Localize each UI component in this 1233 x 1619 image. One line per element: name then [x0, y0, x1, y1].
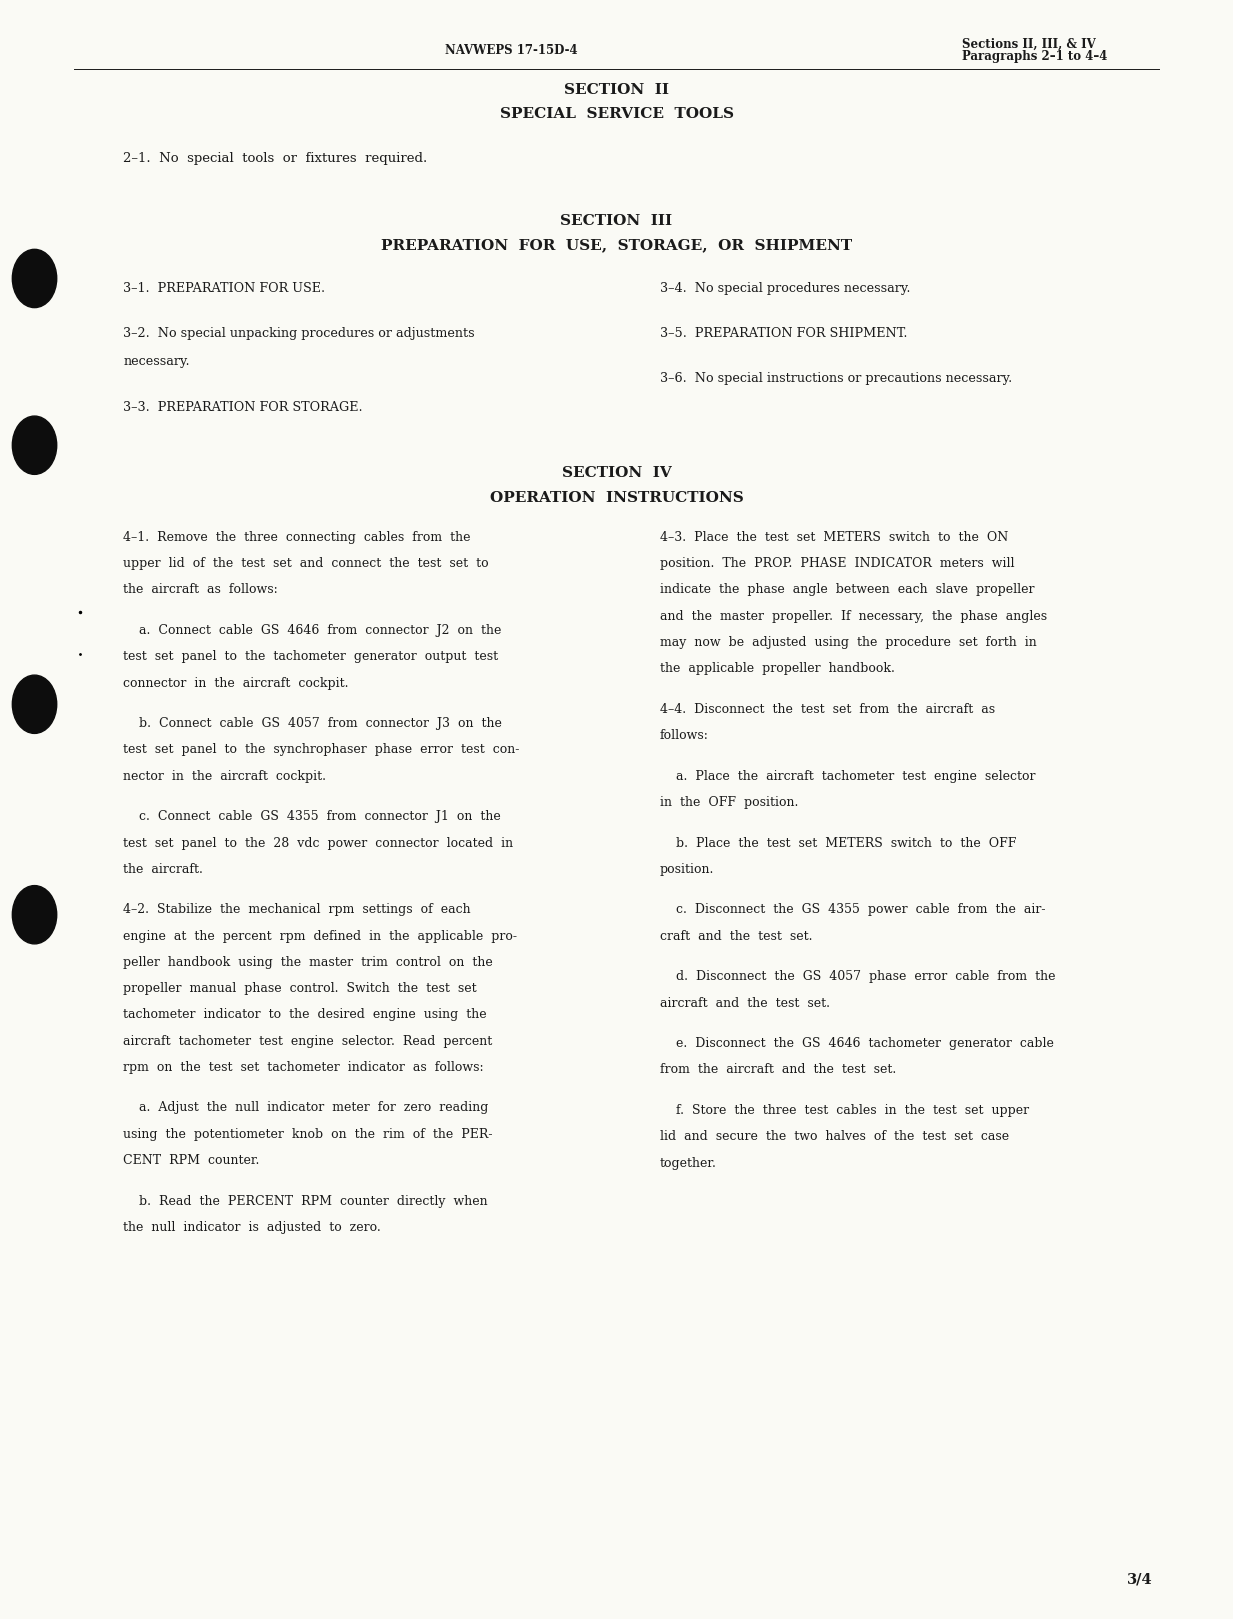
Text: position.: position.	[660, 863, 714, 876]
Circle shape	[12, 675, 57, 733]
Text: test  set  panel  to  the  synchrophaser  phase  error  test  con-: test set panel to the synchrophaser phas…	[123, 743, 519, 756]
Text: 3/4: 3/4	[1127, 1572, 1153, 1587]
Text: SECTION  II: SECTION II	[563, 83, 670, 97]
Text: from  the  aircraft  and  the  test  set.: from the aircraft and the test set.	[660, 1064, 896, 1077]
Text: 4–2.  Stabilize  the  mechanical  rpm  settings  of  each: 4–2. Stabilize the mechanical rpm settin…	[123, 903, 471, 916]
Text: using  the  potentiometer  knob  on  the  rim  of  the  PER-: using the potentiometer knob on the rim …	[123, 1128, 493, 1141]
Text: 3–1.  PREPARATION FOR USE.: 3–1. PREPARATION FOR USE.	[123, 282, 326, 295]
Text: propeller  manual  phase  control.  Switch  the  test  set: propeller manual phase control. Switch t…	[123, 983, 477, 996]
Text: and  the  master  propeller.  If  necessary,  the  phase  angles: and the master propeller. If necessary, …	[660, 610, 1047, 623]
Text: the  null  indicator  is  adjusted  to  zero.: the null indicator is adjusted to zero.	[123, 1221, 381, 1234]
Text: connector  in  the  aircraft  cockpit.: connector in the aircraft cockpit.	[123, 677, 349, 690]
Text: nector  in  the  aircraft  cockpit.: nector in the aircraft cockpit.	[123, 769, 327, 782]
Text: Paragraphs 2–1 to 4–4: Paragraphs 2–1 to 4–4	[962, 50, 1107, 63]
Text: e.  Disconnect  the  GS  4646  tachometer  generator  cable: e. Disconnect the GS 4646 tachometer gen…	[660, 1038, 1053, 1051]
Text: 3–2.  No special unpacking procedures or adjustments: 3–2. No special unpacking procedures or …	[123, 327, 475, 340]
Circle shape	[12, 886, 57, 944]
Text: in  the  OFF  position.: in the OFF position.	[660, 797, 798, 810]
Text: lid  and  secure  the  two  halves  of  the  test  set  case: lid and secure the two halves of the tes…	[660, 1130, 1009, 1143]
Text: 4–1.  Remove  the  three  connecting  cables  from  the: 4–1. Remove the three connecting cables …	[123, 531, 471, 544]
Text: the  aircraft  as  follows:: the aircraft as follows:	[123, 583, 279, 596]
Text: together.: together.	[660, 1156, 716, 1169]
Text: PREPARATION  FOR  USE,  STORAGE,  OR  SHIPMENT: PREPARATION FOR USE, STORAGE, OR SHIPMEN…	[381, 238, 852, 253]
Text: craft  and  the  test  set.: craft and the test set.	[660, 929, 813, 942]
Text: c.  Disconnect  the  GS  4355  power  cable  from  the  air-: c. Disconnect the GS 4355 power cable fr…	[660, 903, 1046, 916]
Text: test  set  panel  to  the  28  vdc  power  connector  located  in: test set panel to the 28 vdc power conne…	[123, 837, 513, 850]
Text: c.  Connect  cable  GS  4355  from  connector  J1  on  the: c. Connect cable GS 4355 from connector …	[123, 811, 501, 824]
Text: peller  handbook  using  the  master  trim  control  on  the: peller handbook using the master trim co…	[123, 955, 493, 968]
Text: necessary.: necessary.	[123, 355, 190, 369]
Text: 4–3.  Place  the  test  set  METERS  switch  to  the  ON: 4–3. Place the test set METERS switch to…	[660, 531, 1007, 544]
Text: b.  Read  the  PERCENT  RPM  counter  directly  when: b. Read the PERCENT RPM counter directly…	[123, 1195, 488, 1208]
Text: the  aircraft.: the aircraft.	[123, 863, 203, 876]
Text: aircraft  and  the  test  set.: aircraft and the test set.	[660, 997, 830, 1010]
Text: Sections II, III, & IV: Sections II, III, & IV	[962, 37, 1095, 50]
Circle shape	[12, 249, 57, 308]
Text: a.  Place  the  aircraft  tachometer  test  engine  selector: a. Place the aircraft tachometer test en…	[660, 769, 1036, 782]
Text: position.  The  PROP.  PHASE  INDICATOR  meters  will: position. The PROP. PHASE INDICATOR mete…	[660, 557, 1015, 570]
Text: 4–4.  Disconnect  the  test  set  from  the  aircraft  as: 4–4. Disconnect the test set from the ai…	[660, 703, 995, 716]
Text: b.  Place  the  test  set  METERS  switch  to  the  OFF: b. Place the test set METERS switch to t…	[660, 837, 1016, 850]
Text: aircraft  tachometer  test  engine  selector.  Read  percent: aircraft tachometer test engine selector…	[123, 1035, 492, 1047]
Text: a.  Connect  cable  GS  4646  from  connector  J2  on  the: a. Connect cable GS 4646 from connector …	[123, 625, 502, 638]
Text: rpm  on  the  test  set  tachometer  indicator  as  follows:: rpm on the test set tachometer indicator…	[123, 1060, 483, 1073]
Text: 2–1.  No  special  tools  or  fixtures  required.: 2–1. No special tools or fixtures requir…	[123, 152, 428, 165]
Text: b.  Connect  cable  GS  4057  from  connector  J3  on  the: b. Connect cable GS 4057 from connector …	[123, 717, 502, 730]
Text: test  set  panel  to  the  tachometer  generator  output  test: test set panel to the tachometer generat…	[123, 651, 498, 664]
Text: d.  Disconnect  the  GS  4057  phase  error  cable  from  the: d. Disconnect the GS 4057 phase error ca…	[660, 970, 1055, 983]
Text: SPECIAL  SERVICE  TOOLS: SPECIAL SERVICE TOOLS	[499, 107, 734, 121]
Text: 3–5.  PREPARATION FOR SHIPMENT.: 3–5. PREPARATION FOR SHIPMENT.	[660, 327, 907, 340]
Text: tachometer  indicator  to  the  desired  engine  using  the: tachometer indicator to the desired engi…	[123, 1009, 487, 1022]
Text: follows:: follows:	[660, 729, 709, 742]
Text: SECTION  IV: SECTION IV	[561, 466, 672, 481]
Text: 3–6.  No special instructions or precautions necessary.: 3–6. No special instructions or precauti…	[660, 372, 1012, 385]
Text: upper  lid  of  the  test  set  and  connect  the  test  set  to: upper lid of the test set and connect th…	[123, 557, 490, 570]
Text: indicate  the  phase  angle  between  each  slave  propeller: indicate the phase angle between each sl…	[660, 583, 1034, 596]
Text: CENT  RPM  counter.: CENT RPM counter.	[123, 1154, 260, 1167]
Text: may  now  be  adjusted  using  the  procedure  set  forth  in: may now be adjusted using the procedure …	[660, 636, 1037, 649]
Text: 3–4.  No special procedures necessary.: 3–4. No special procedures necessary.	[660, 282, 910, 295]
Circle shape	[12, 416, 57, 474]
Text: OPERATION  INSTRUCTIONS: OPERATION INSTRUCTIONS	[490, 491, 743, 505]
Text: a.  Adjust  the  null  indicator  meter  for  zero  reading: a. Adjust the null indicator meter for z…	[123, 1101, 488, 1114]
Text: NAVWEPS 17-15D-4: NAVWEPS 17-15D-4	[445, 44, 578, 57]
Text: f.  Store  the  three  test  cables  in  the  test  set  upper: f. Store the three test cables in the te…	[660, 1104, 1028, 1117]
Text: the  applicable  propeller  handbook.: the applicable propeller handbook.	[660, 662, 894, 675]
Text: engine  at  the  percent  rpm  defined  in  the  applicable  pro-: engine at the percent rpm defined in the…	[123, 929, 518, 942]
Text: 3–3.  PREPARATION FOR STORAGE.: 3–3. PREPARATION FOR STORAGE.	[123, 400, 363, 414]
Text: SECTION  III: SECTION III	[561, 214, 672, 228]
